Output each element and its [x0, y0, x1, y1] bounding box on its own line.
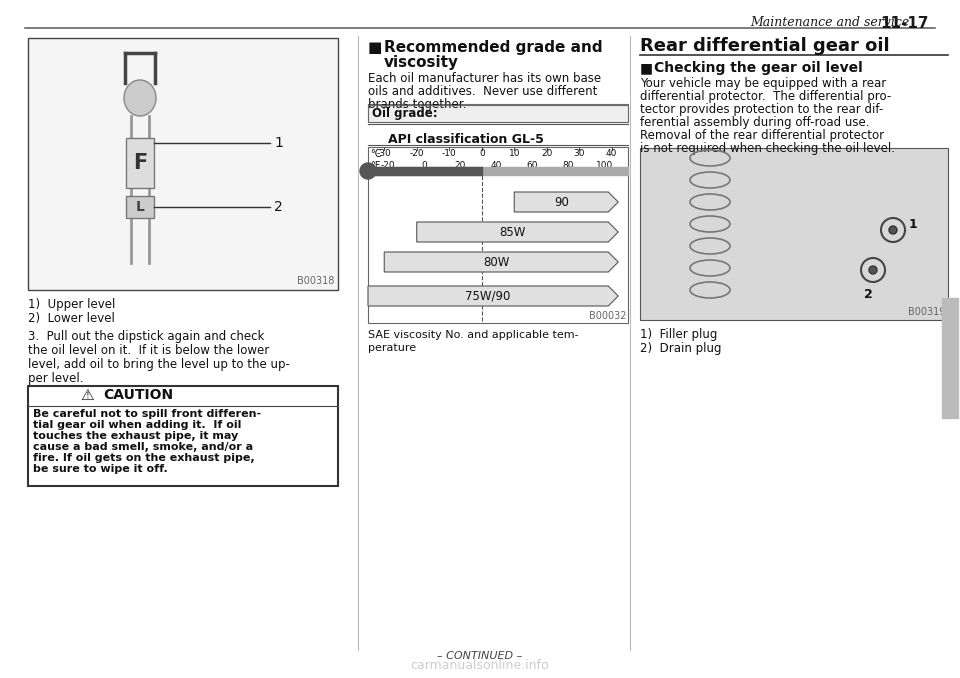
Bar	[368, 105, 628, 122]
Text: Rear differential gear oil: Rear differential gear oil	[640, 37, 890, 55]
Text: ferential assembly during off-road use.: ferential assembly during off-road use.	[640, 116, 870, 129]
Text: Checking the gear oil level: Checking the gear oil level	[654, 61, 863, 75]
Text: 80W: 80W	[483, 256, 510, 268]
Text: Be careful not to spill front differen-: Be careful not to spill front differen-	[33, 409, 261, 419]
Text: °C: °C	[370, 149, 381, 159]
Text: 1)  Upper level: 1) Upper level	[28, 298, 115, 311]
Text: 40: 40	[491, 161, 502, 170]
Text: 2: 2	[864, 288, 873, 301]
Text: 40: 40	[606, 149, 617, 158]
Text: 75W/90: 75W/90	[466, 290, 511, 302]
Text: SAE viscosity No. and applicable tem-: SAE viscosity No. and applicable tem-	[368, 330, 579, 340]
Text: perature: perature	[368, 343, 416, 353]
Text: 85W: 85W	[499, 226, 526, 239]
Text: 1: 1	[909, 218, 918, 231]
Bar	[942, 298, 958, 418]
Text: 80: 80	[563, 161, 574, 170]
Polygon shape	[417, 222, 618, 242]
Bar	[126, 196, 154, 218]
Text: 30: 30	[573, 149, 585, 158]
Text: 11-17: 11-17	[880, 16, 928, 31]
Text: Removal of the rear differential protector: Removal of the rear differential protect…	[640, 129, 884, 142]
Bar	[640, 148, 948, 320]
Text: F: F	[132, 153, 147, 173]
Text: B00032: B00032	[588, 311, 626, 321]
Circle shape	[889, 226, 897, 234]
Text: -10: -10	[442, 149, 457, 158]
Text: 2)  Lower level: 2) Lower level	[28, 312, 115, 325]
Text: level, add oil to bring the level up to the up-: level, add oil to bring the level up to …	[28, 358, 290, 371]
Text: tial gear oil when adding it.  If oil: tial gear oil when adding it. If oil	[33, 420, 241, 430]
Text: 90: 90	[554, 195, 568, 209]
Text: Maintenance and service: Maintenance and service	[750, 16, 909, 29]
Text: L: L	[135, 200, 144, 214]
Bar	[28, 386, 338, 486]
Circle shape	[869, 266, 877, 274]
Text: 0: 0	[421, 161, 427, 170]
Polygon shape	[515, 192, 618, 212]
Text: B00319: B00319	[907, 307, 945, 317]
Text: 20: 20	[541, 149, 552, 158]
Text: be sure to wipe it off.: be sure to wipe it off.	[33, 464, 168, 474]
Text: 10: 10	[509, 149, 520, 158]
Text: viscosity: viscosity	[384, 55, 459, 70]
Text: -20: -20	[380, 161, 396, 170]
Bar	[368, 105, 628, 122]
Text: ■: ■	[368, 40, 388, 55]
Text: 0: 0	[479, 149, 485, 158]
Text: the oil level on it.  If it is below the lower: the oil level on it. If it is below the …	[28, 344, 269, 357]
Polygon shape	[384, 252, 618, 272]
Bar	[28, 38, 338, 290]
Text: 1)  Filler plug: 1) Filler plug	[640, 328, 717, 341]
Text: -20: -20	[409, 149, 424, 158]
Text: tector provides protection to the rear dif-: tector provides protection to the rear d…	[640, 103, 883, 116]
Text: oils and additives.  Never use different: oils and additives. Never use different	[368, 85, 597, 98]
Text: differential protector.  The differential pro-: differential protector. The differential…	[640, 90, 891, 103]
Polygon shape	[368, 286, 618, 306]
Text: 20: 20	[454, 161, 466, 170]
Text: -30: -30	[377, 149, 392, 158]
Text: CAUTION: CAUTION	[103, 388, 173, 402]
Text: fire. If oil gets on the exhaust pipe,: fire. If oil gets on the exhaust pipe,	[33, 453, 254, 463]
Bar	[368, 167, 482, 175]
Ellipse shape	[124, 80, 156, 116]
Text: carmanualsonline.info: carmanualsonline.info	[411, 659, 549, 672]
Text: Each oil manufacturer has its own base: Each oil manufacturer has its own base	[368, 72, 601, 85]
Text: Oil grade:: Oil grade:	[372, 107, 438, 120]
Text: – CONTINUED –: – CONTINUED –	[438, 651, 522, 661]
Text: 2: 2	[274, 200, 283, 214]
Text: 1: 1	[274, 136, 283, 150]
Text: touches the exhaust pipe, it may: touches the exhaust pipe, it may	[33, 431, 238, 441]
Text: B00318: B00318	[297, 276, 334, 286]
Text: °F: °F	[370, 161, 380, 171]
Text: ⚠: ⚠	[80, 388, 94, 403]
Bar	[368, 147, 628, 323]
Text: 100: 100	[596, 161, 613, 170]
Text: 60: 60	[526, 161, 538, 170]
Text: per level.: per level.	[28, 372, 84, 385]
Text: cause a bad smell, smoke, and/or a: cause a bad smell, smoke, and/or a	[33, 442, 253, 452]
Text: ■: ■	[640, 61, 658, 75]
Text: Recommended grade and: Recommended grade and	[384, 40, 603, 55]
Bar	[126, 138, 154, 188]
Text: API classification GL-5: API classification GL-5	[388, 133, 544, 146]
Text: Your vehicle may be equipped with a rear: Your vehicle may be equipped with a rear	[640, 77, 886, 90]
Text: 2)  Drain plug: 2) Drain plug	[640, 342, 722, 355]
Circle shape	[360, 163, 376, 179]
Text: brands together.: brands together.	[368, 98, 467, 111]
Text: 3.  Pull out the dipstick again and check: 3. Pull out the dipstick again and check	[28, 330, 264, 343]
Bar	[368, 167, 628, 175]
Text: is not required when checking the oil level.: is not required when checking the oil le…	[640, 142, 895, 155]
